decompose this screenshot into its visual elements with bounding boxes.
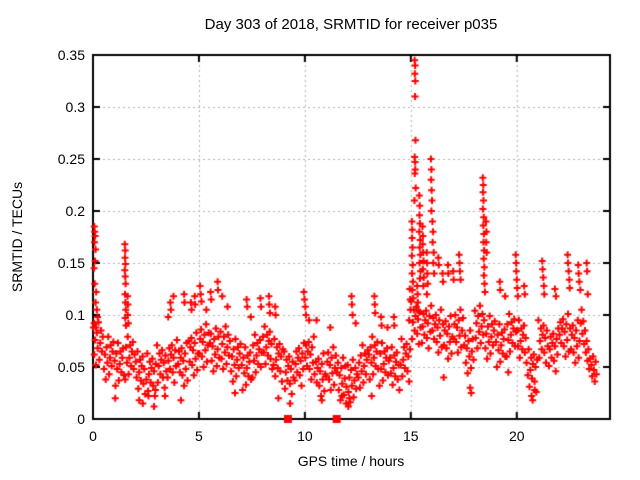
x-tick-label: 0 bbox=[89, 428, 97, 444]
x-tick-label: 15 bbox=[403, 428, 419, 444]
x-tick-label: 20 bbox=[508, 428, 525, 444]
x-axis-label: GPS time / hours bbox=[297, 453, 405, 469]
chart-title: Day 303 of 2018, SRMTID for receiver p03… bbox=[204, 16, 498, 33]
y-tick-label: 0.35 bbox=[57, 47, 85, 63]
y-tick-label: 0.1 bbox=[65, 307, 85, 323]
y-tick-label: 0.15 bbox=[57, 255, 85, 271]
y-axis-label: SRMTID / TECUs bbox=[9, 181, 25, 293]
x-tick-label: 5 bbox=[195, 428, 203, 444]
x-tick-label: 10 bbox=[297, 428, 313, 444]
y-tick-label: 0.3 bbox=[65, 99, 85, 115]
y-tick-label: 0.25 bbox=[57, 151, 85, 167]
y-tick-label: 0.2 bbox=[65, 203, 85, 219]
y-tick-label: 0 bbox=[77, 411, 85, 427]
y-tick-label: 0.05 bbox=[57, 359, 85, 375]
